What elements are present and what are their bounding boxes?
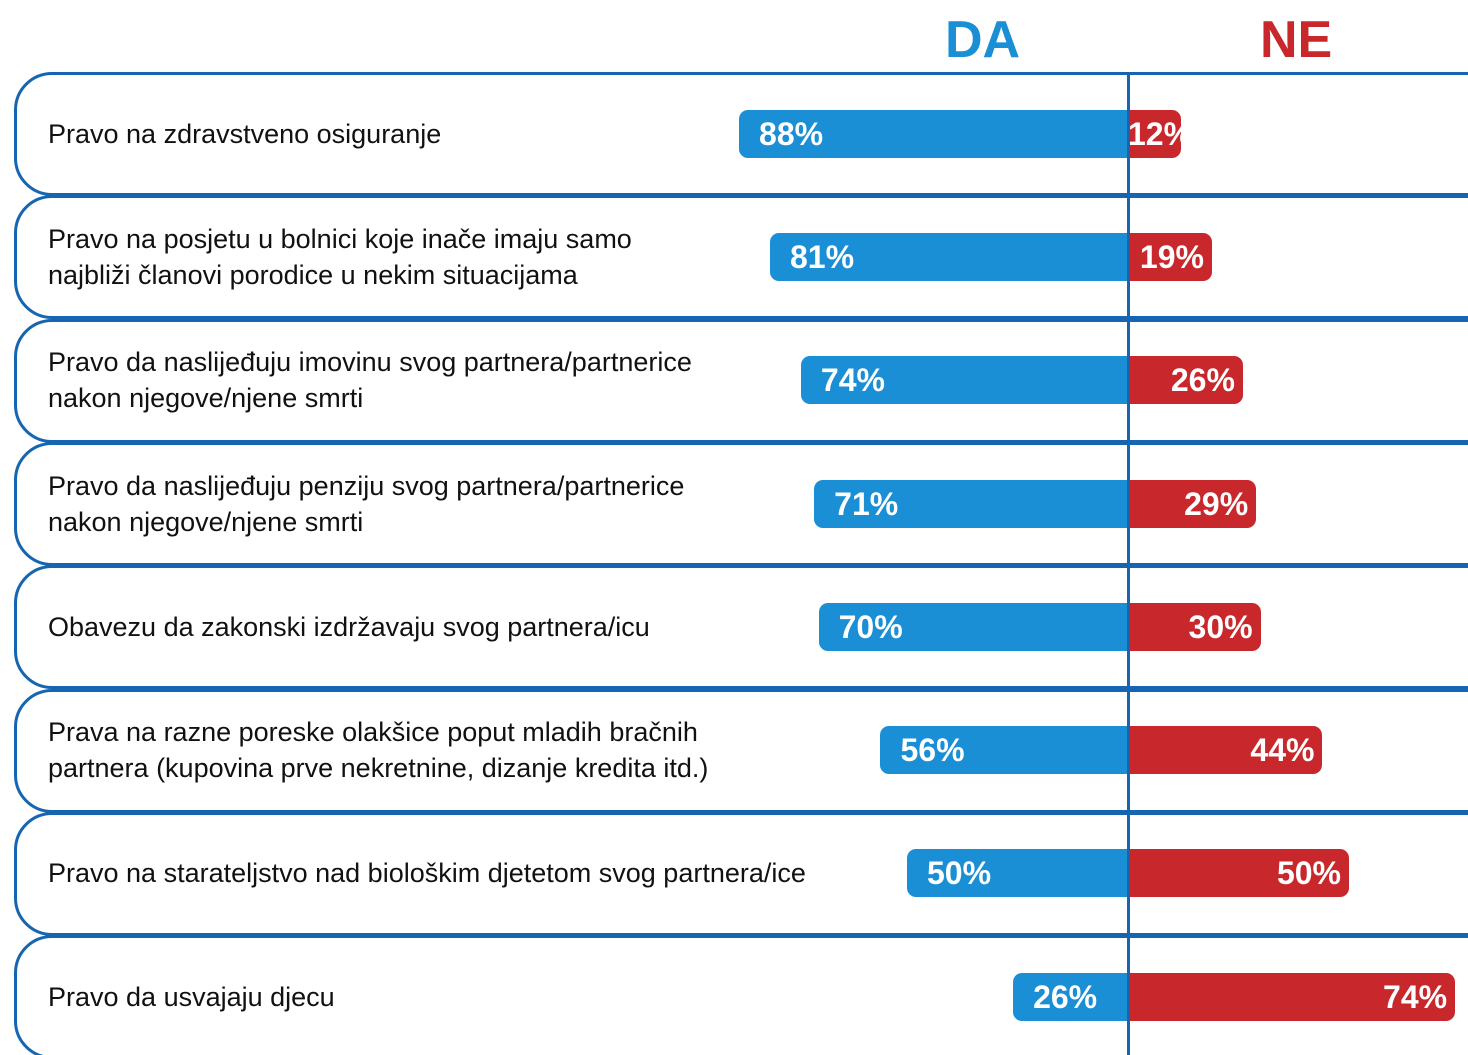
value-label: 50% xyxy=(1276,855,1341,892)
row-box xyxy=(14,565,1468,690)
bar: 26% xyxy=(1128,356,1243,405)
bar: 44% xyxy=(1128,726,1323,775)
bar: 71% xyxy=(814,479,1128,528)
value-label: 74% xyxy=(820,362,885,399)
value-label: 44% xyxy=(1250,732,1315,769)
bar: 26% xyxy=(1013,972,1128,1021)
value-label: 26% xyxy=(1170,362,1235,399)
value-label: 56% xyxy=(900,732,965,769)
bar: 70% xyxy=(818,602,1128,651)
bar: 29% xyxy=(1128,479,1257,528)
value-label: 81% xyxy=(789,238,855,275)
bar: 12% xyxy=(1128,109,1192,158)
value-label: 30% xyxy=(1188,608,1253,645)
value-label: 74% xyxy=(1383,978,1448,1015)
category-label: Pravo da naslijeđuju penziju svog partne… xyxy=(48,470,685,537)
center-line xyxy=(1126,75,1130,1055)
bar: 50% xyxy=(1128,849,1349,898)
legend-header: NE xyxy=(1260,11,1333,69)
category-label: Prava na razne poreske olakšice poput ml… xyxy=(48,717,709,784)
value-label: 70% xyxy=(838,608,903,645)
category-label: Pravo na zdravstveno osiguranje xyxy=(48,118,442,149)
value-label: 71% xyxy=(834,485,899,522)
category-label: Pravo na posjetu u bolnici koje inače im… xyxy=(48,223,632,290)
category-label: Obavezu da zakonski izdržavaju svog part… xyxy=(48,611,650,642)
bar: 30% xyxy=(1128,602,1261,651)
value-label: 19% xyxy=(1139,238,1204,275)
bar: 50% xyxy=(907,849,1128,898)
bar: 19% xyxy=(1128,232,1212,281)
category-label: Pravo na starateljstvo nad biološkim dje… xyxy=(48,858,806,889)
bar: 88% xyxy=(739,109,1128,158)
bar: 56% xyxy=(880,726,1128,775)
bar: 81% xyxy=(769,232,1128,281)
value-label: 50% xyxy=(927,855,992,892)
bar: 74% xyxy=(800,356,1128,405)
legend-header: DA xyxy=(945,11,1021,69)
category-label: Pravo da usvajaju djecu xyxy=(48,981,335,1012)
category-label: Pravo da naslijeđuju imovinu svog partne… xyxy=(48,347,692,414)
value-label: 29% xyxy=(1184,485,1249,522)
bar: 74% xyxy=(1128,972,1456,1021)
value-label: 88% xyxy=(759,115,824,152)
value-label: 12% xyxy=(1128,115,1193,152)
row-box xyxy=(14,195,1468,320)
value-label: 26% xyxy=(1033,978,1098,1015)
